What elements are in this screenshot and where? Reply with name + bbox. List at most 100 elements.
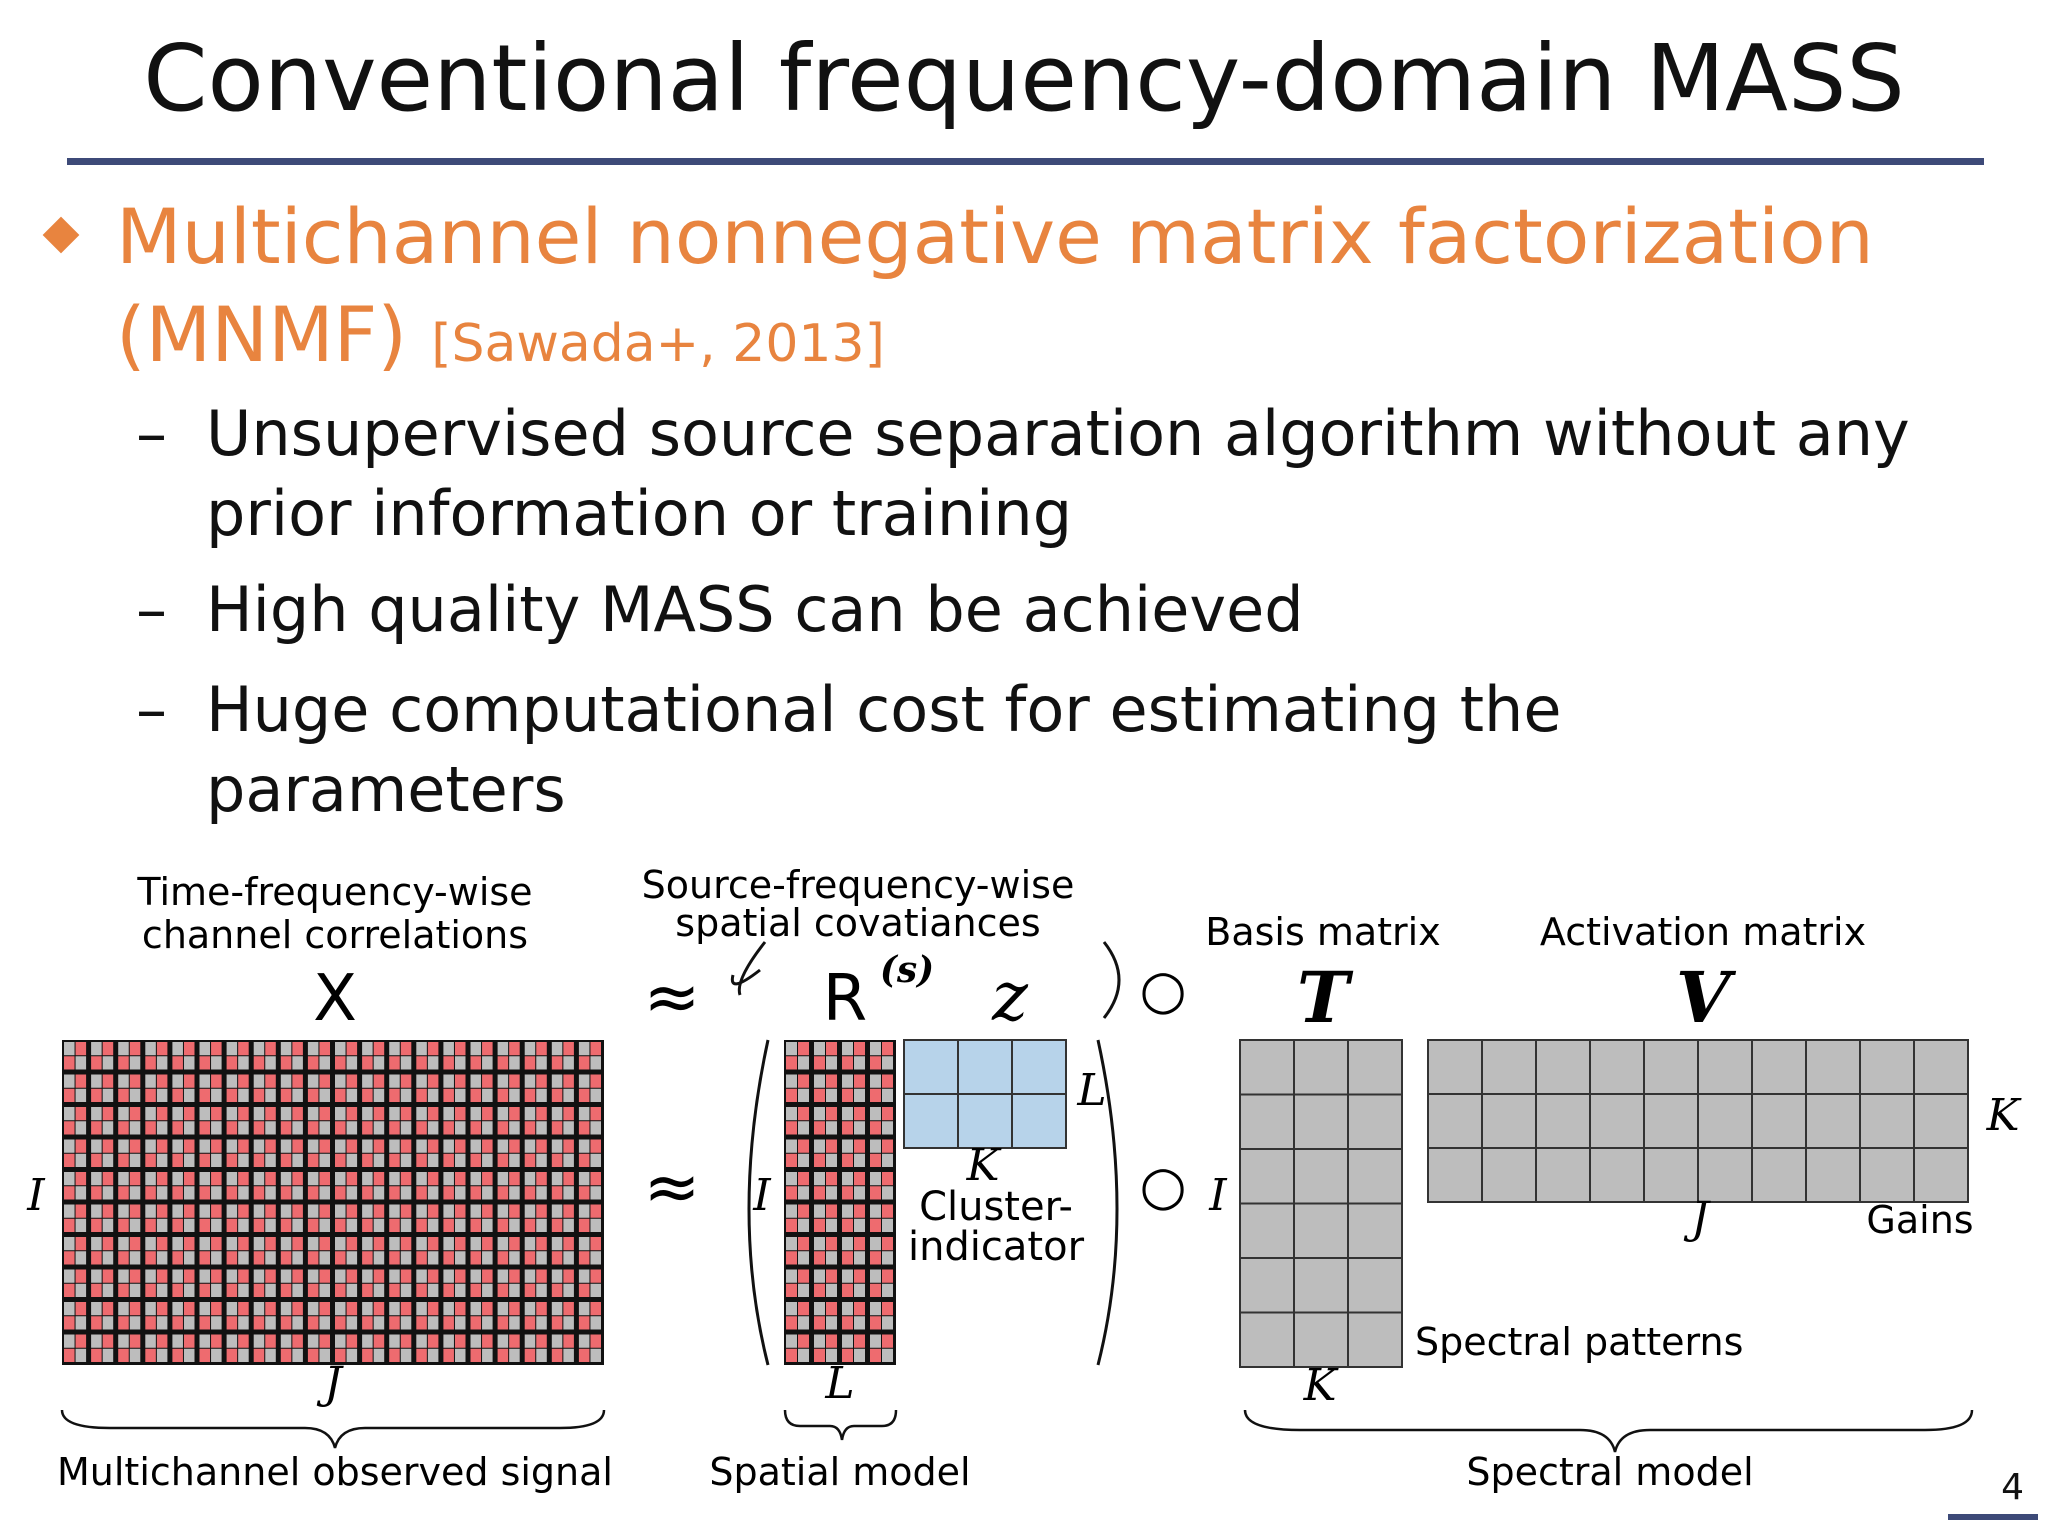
x-matrix-cell <box>199 1237 211 1251</box>
v-matrix-cell <box>1805 1147 1861 1203</box>
x-matrix-cell <box>183 1107 195 1121</box>
x-matrix-cell <box>482 1107 493 1121</box>
x-matrix-cell <box>362 1348 373 1362</box>
x-matrix-cell <box>75 1139 87 1153</box>
x-matrix-cell <box>454 1269 466 1283</box>
r-matrix-cell <box>814 1139 825 1153</box>
x-matrix-cell <box>578 1042 590 1056</box>
x-matrix-cell <box>199 1186 211 1200</box>
x-matrix-cell <box>292 1283 303 1297</box>
x-matrix-cell <box>280 1334 292 1348</box>
r-matrix-cell <box>786 1042 797 1056</box>
x-matrix-cell <box>551 1042 563 1056</box>
z-matrix-cell <box>1011 1039 1067 1095</box>
x-matrix-cell <box>145 1283 156 1297</box>
x-matrix-cell <box>129 1074 141 1088</box>
x-matrix-cell <box>362 1153 373 1167</box>
v-matrix-cell <box>1535 1039 1591 1095</box>
x-matrix-cell <box>75 1316 87 1330</box>
r-matrix-cell <box>826 1334 837 1348</box>
x-matrix-cell <box>400 1139 412 1153</box>
x-matrix-cell <box>118 1302 129 1316</box>
x-matrix-cell <box>102 1269 114 1283</box>
x-matrix-cell <box>253 1088 265 1102</box>
r-matrix-cell <box>798 1042 809 1056</box>
x-matrix-cell <box>280 1316 292 1330</box>
x-matrix-cell <box>129 1056 141 1070</box>
x-matrix-cell <box>265 1316 276 1330</box>
r-matrix-cell <box>882 1204 893 1218</box>
x-matrix-cell <box>335 1172 346 1186</box>
approx-symbol-mid: ≈ <box>644 1148 701 1227</box>
x-matrix-cell <box>482 1334 493 1348</box>
x-matrix-cell <box>362 1204 373 1218</box>
x-matrix-cell <box>427 1107 439 1121</box>
x-matrix-cell <box>524 1348 536 1362</box>
r-matrix-cell <box>842 1269 853 1283</box>
r-matrix-cell <box>854 1237 865 1251</box>
x-matrix-cell <box>346 1074 358 1088</box>
x-matrix-cell <box>536 1153 547 1167</box>
r-matrix-cell <box>798 1348 809 1362</box>
z-matrix-cell <box>957 1039 1013 1095</box>
t-matrix-cell <box>1347 1311 1403 1368</box>
x-matrix-cell <box>443 1186 454 1200</box>
x-matrix-cell <box>509 1251 520 1265</box>
x-matrix-cell <box>335 1153 346 1167</box>
x-matrix-cell <box>497 1153 509 1167</box>
x-matrix-cell <box>373 1251 385 1265</box>
x-matrix-cell <box>509 1074 520 1088</box>
x-matrix-cell <box>211 1348 222 1362</box>
x-matrix-cell <box>563 1302 574 1316</box>
r-matrix-cell <box>826 1302 837 1316</box>
x-matrix-cell <box>253 1302 265 1316</box>
x-matrix-cell <box>389 1056 400 1070</box>
v-matrix-cell <box>1643 1147 1699 1203</box>
r-matrix-cell <box>870 1269 881 1283</box>
x-matrix-cell <box>172 1056 183 1070</box>
x-matrix-cell <box>64 1283 75 1297</box>
x-matrix-cell <box>470 1218 482 1232</box>
x-matrix-cell <box>91 1139 102 1153</box>
x-matrix-cell <box>183 1042 195 1056</box>
x-matrix-cell <box>400 1348 412 1362</box>
x-matrix-cell <box>118 1316 129 1330</box>
v-matrix-cell <box>1697 1039 1753 1095</box>
r-matrix-cell <box>842 1218 853 1232</box>
x-matrix-cell <box>427 1172 439 1186</box>
x-matrix-cell <box>551 1088 563 1102</box>
x-matrix-cell <box>563 1042 574 1056</box>
x-matrix-cell <box>524 1251 536 1265</box>
x-matrix-cell <box>578 1334 590 1348</box>
x-matrix-cell <box>563 1334 574 1348</box>
x-matrix-cell <box>563 1139 574 1153</box>
x-matrix-cell <box>129 1186 141 1200</box>
x-matrix-cell <box>129 1283 141 1297</box>
x-matrix-cell <box>91 1348 102 1362</box>
r-matrix-cell <box>826 1237 837 1251</box>
x-matrix-cell <box>292 1042 303 1056</box>
x-matrix-cell <box>145 1237 156 1251</box>
r-matrix-cell <box>798 1074 809 1088</box>
x-matrix-cell <box>427 1302 439 1316</box>
x-matrix-cell <box>454 1121 466 1135</box>
x-matrix-cell <box>346 1283 358 1297</box>
r-matrix-cell <box>786 1316 797 1330</box>
x-matrix-cell <box>590 1237 601 1251</box>
x-matrix-cell <box>118 1269 129 1283</box>
r-matrix-cell <box>854 1316 865 1330</box>
x-matrix-cell <box>102 1251 114 1265</box>
x-matrix-cell <box>563 1172 574 1186</box>
x-matrix-cell <box>362 1056 373 1070</box>
x-matrix-cell <box>427 1153 439 1167</box>
x-matrix-cell <box>91 1042 102 1056</box>
x-matrix-cell <box>427 1121 439 1135</box>
x-matrix-cell <box>156 1348 168 1362</box>
gains-label: Gains <box>1866 1198 1973 1242</box>
x-matrix-cell <box>443 1074 454 1088</box>
r-matrix-cell <box>870 1302 881 1316</box>
x-matrix-cell <box>280 1218 292 1232</box>
x-matrix-cell <box>362 1139 373 1153</box>
x-matrix-cell <box>183 1283 195 1297</box>
x-matrix-cell <box>362 1316 373 1330</box>
